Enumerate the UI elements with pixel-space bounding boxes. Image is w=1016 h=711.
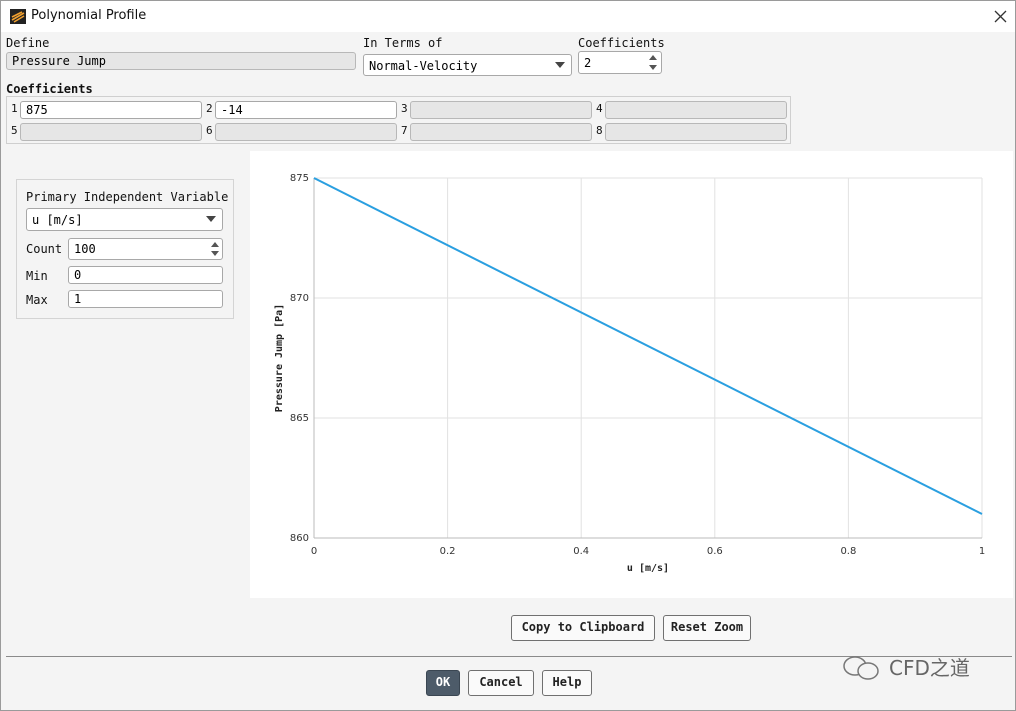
x-tick-label: 1 <box>979 546 985 557</box>
coefficient-field[interactable]: 875 <box>20 101 202 119</box>
separator <box>6 656 1012 657</box>
y-tick-label: 860 <box>290 533 309 544</box>
coefficient-index: 4 <box>596 102 603 115</box>
count-value: 2 <box>584 56 592 70</box>
terms-value: Normal-Velocity <box>369 59 478 73</box>
count-value: 100 <box>74 242 96 256</box>
ok-button[interactable]: OK <box>426 670 460 696</box>
close-button[interactable] <box>994 10 1007 23</box>
coefficient-index: 6 <box>206 124 213 137</box>
terms-label: In Terms of <box>363 36 443 50</box>
app-icon <box>10 9 26 24</box>
coefficient-index: 2 <box>206 102 213 115</box>
define-label: Define <box>6 36 50 50</box>
x-tick-label: 0 <box>311 546 317 557</box>
count-field[interactable]: 100 <box>68 238 223 260</box>
x-tick-label: 0.8 <box>840 546 856 557</box>
dropdown-arrow <box>206 216 216 222</box>
max-label: Max <box>26 293 48 307</box>
y-axis-label: Pressure Jump [Pa] <box>274 304 285 412</box>
coefficient-index: 3 <box>401 102 408 115</box>
coefficient-index: 5 <box>11 124 18 137</box>
title-bar: Polynomial Profile <box>1 1 1015 32</box>
watermark: CFD之道 <box>889 656 970 680</box>
coefficient-index: 1 <box>11 102 18 115</box>
y-tick-label: 865 <box>290 413 309 424</box>
cancel-button[interactable]: Cancel <box>468 670 534 696</box>
x-axis-label: u [m/s] <box>627 563 669 574</box>
y-tick-label: 875 <box>290 173 309 184</box>
copy-button[interactable]: Copy to Clipboard <box>511 615 655 641</box>
reset-zoom-button[interactable]: Reset Zoom <box>663 615 751 641</box>
define-field[interactable]: Pressure Jump <box>6 52 356 70</box>
watermark-icon <box>843 656 879 680</box>
coefficient-field[interactable] <box>410 101 592 119</box>
min-label: Min <box>26 269 48 283</box>
coefficients-heading: Coefficients <box>6 82 93 96</box>
coefficients-box: 1 875 2 -14 3 4 5 6 7 8 <box>6 96 791 144</box>
coefficient-field[interactable]: -14 <box>215 101 397 119</box>
panel-title: Primary Independent Variable <box>26 190 229 204</box>
help-button[interactable]: Help <box>542 670 592 696</box>
spinner-arrows <box>649 55 657 70</box>
window-title: Polynomial Profile <box>31 8 147 23</box>
variable-dropdown[interactable]: u [m/s] <box>26 208 223 231</box>
count-label: Coefficients <box>578 36 665 50</box>
terms-dropdown[interactable]: Normal-Velocity <box>363 54 572 76</box>
data-line <box>313 177 983 515</box>
coefficient-index: 7 <box>401 124 408 137</box>
count-label: Count <box>26 242 63 256</box>
coefficient-field[interactable] <box>410 123 592 141</box>
x-tick-label: 0.6 <box>707 546 723 557</box>
dropdown-arrow <box>555 62 565 68</box>
coefficient-field[interactable] <box>605 123 787 141</box>
max-field[interactable]: 1 <box>68 290 223 308</box>
y-tick-label: 870 <box>290 293 309 304</box>
coefficient-index: 8 <box>596 124 603 137</box>
chart: 860 865 870 875 0 0.2 0.4 0.6 0.8 1 u [m/s] Pressur… <box>250 151 1013 598</box>
x-tick-label: 0.4 <box>573 546 589 557</box>
coefficient-field[interactable] <box>605 101 787 119</box>
spinner-arrows <box>211 242 219 256</box>
variable-value: u [m/s] <box>32 213 83 227</box>
min-field[interactable]: 0 <box>68 266 223 284</box>
x-tick-label: 0.2 <box>440 546 456 557</box>
coefficient-field[interactable] <box>215 123 397 141</box>
variable-panel: Primary Independent Variable u [m/s] Cou… <box>16 179 234 319</box>
count-spinner[interactable]: 2 <box>578 51 662 74</box>
coefficient-field[interactable] <box>20 123 202 141</box>
